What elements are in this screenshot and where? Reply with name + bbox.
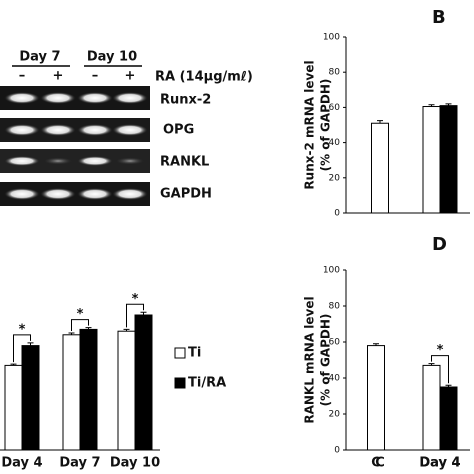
- x-tick-label: Day 4: [1, 456, 42, 471]
- y-tick-label: 100: [323, 266, 340, 276]
- significance-bracket: [431, 355, 449, 384]
- gene-label: Runx-2: [160, 93, 211, 108]
- treatment-label: RA (14μg/mℓ): [155, 70, 253, 85]
- significance-label: *: [19, 322, 26, 337]
- x-tick-label: Day 10: [110, 456, 160, 471]
- y-tick-label: 60: [329, 103, 341, 113]
- legend-swatch: [174, 347, 186, 359]
- y-axis-label: Runx-2 mRNA level: [303, 60, 317, 189]
- y-tick-label: 20: [329, 410, 341, 420]
- gene-label: RANKL: [160, 155, 209, 170]
- y-tick-label: 100: [323, 33, 340, 43]
- bar: [62, 334, 81, 451]
- error-bar: [10, 363, 17, 366]
- error-bar: [373, 343, 379, 346]
- error-bar: [123, 328, 130, 332]
- gene-label: GAPDH: [160, 187, 212, 202]
- significance-bracket: [126, 303, 144, 328]
- y-tick-label: 40: [329, 374, 341, 384]
- error-bar: [377, 120, 383, 124]
- bar: [79, 328, 98, 451]
- x-tick-label: Day 4: [419, 456, 460, 471]
- bar: [422, 106, 441, 214]
- x-tick-label: C: [371, 456, 381, 471]
- y-axis-label: (% of GAPDH): [319, 314, 333, 407]
- day-label: Day 10: [87, 50, 137, 65]
- gel-image: [0, 65, 150, 206]
- panel-label: B: [432, 7, 446, 28]
- bar: [367, 345, 385, 451]
- y-tick-label: 60: [329, 338, 341, 348]
- day-label: Day 7: [19, 50, 60, 65]
- x-tick-label: Day 7: [59, 456, 100, 471]
- bar: [117, 330, 136, 451]
- significance-label: *: [132, 292, 139, 307]
- legend-label: Ti/RA: [188, 376, 226, 391]
- bar: [439, 105, 458, 214]
- error-bar: [428, 104, 435, 107]
- significance-bracket: [13, 334, 31, 363]
- bar: [371, 122, 389, 214]
- y-axis-label: (% of GAPDH): [319, 79, 333, 172]
- y-tick-label: 40: [329, 138, 341, 148]
- significance-label: *: [437, 343, 444, 358]
- bar: [4, 364, 23, 451]
- legend-label: Ti: [188, 346, 201, 361]
- bar: [134, 314, 153, 451]
- panel-label: D: [432, 234, 447, 255]
- bar: [439, 386, 458, 451]
- sign: +: [53, 69, 64, 84]
- x-tick-label: C: [375, 456, 385, 471]
- y-tick-label: 0: [334, 209, 340, 219]
- y-tick-label: 80: [329, 68, 341, 78]
- error-bar: [68, 332, 75, 335]
- sign: +: [125, 69, 136, 84]
- error-bar: [445, 384, 452, 387]
- significance-bracket: [71, 319, 89, 331]
- bar: [422, 364, 441, 451]
- y-tick-label: 80: [329, 302, 341, 312]
- error-bar: [428, 363, 435, 366]
- bar: [21, 345, 40, 451]
- x-tick-label: Day 4: [419, 456, 460, 471]
- y-axis-label: RANKL mRNA level: [303, 296, 317, 423]
- sign: –: [92, 69, 99, 84]
- error-bar: [140, 311, 147, 315]
- error-bar: [85, 327, 92, 330]
- error-bar: [27, 342, 34, 346]
- error-bar: [445, 103, 452, 106]
- significance-label: *: [77, 307, 84, 322]
- sign: –: [19, 69, 26, 84]
- gene-label: OPG: [163, 123, 194, 138]
- y-tick-label: 20: [329, 173, 341, 183]
- y-tick-label: 0: [334, 446, 340, 456]
- legend-swatch: [174, 377, 186, 389]
